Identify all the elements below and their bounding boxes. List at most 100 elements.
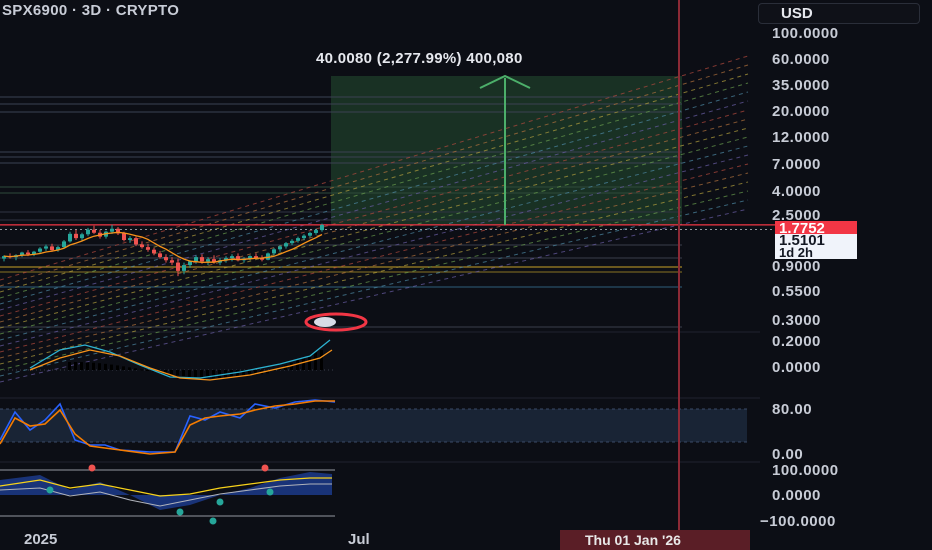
- macd-histogram-bar: [98, 363, 101, 370]
- candle-body: [68, 233, 72, 242]
- osc-signal-dot: [209, 517, 217, 525]
- fan-line: [0, 136, 749, 335]
- osc-axis-label: −100.0000: [760, 513, 836, 530]
- candle-body: [260, 258, 264, 260]
- price-axis-label: 7.0000: [772, 156, 821, 173]
- osc-signal-line: [0, 477, 332, 497]
- macd-histogram-bar: [146, 370, 149, 371]
- price-axis-label: 0.9000: [772, 258, 821, 275]
- candle-body: [200, 257, 204, 262]
- fan-line: [0, 190, 749, 371]
- d-line: [0, 400, 335, 455]
- candle-body: [110, 228, 114, 232]
- fan-line: [0, 91, 749, 305]
- macd-histogram-bar: [110, 364, 113, 370]
- fan-line: [0, 109, 749, 317]
- macd-axis-label: 0.2000: [772, 333, 821, 350]
- us-flag-icon: [314, 317, 336, 327]
- measure-label: 40.0080 (2,277.99%) 400,080: [316, 50, 523, 67]
- candle-body: [32, 251, 36, 255]
- macd-histogram-bar: [80, 362, 83, 370]
- macd-histogram-bar: [104, 363, 107, 370]
- fan-line: [0, 181, 749, 365]
- osc-signal-dot: [216, 498, 224, 506]
- currency-button[interactable]: USD: [758, 3, 920, 24]
- macd-histogram-bar: [206, 370, 209, 378]
- candle-body: [74, 233, 78, 239]
- candle-body: [284, 243, 288, 247]
- fan-line: [0, 172, 749, 359]
- osc-signal-dot: [261, 464, 269, 472]
- fan-line: [0, 100, 749, 311]
- candle-body: [254, 256, 258, 259]
- macd-axis-label: 0.0000: [772, 359, 821, 376]
- macd-histogram-bar: [200, 370, 203, 378]
- macd-histogram-bar: [194, 370, 197, 378]
- rsi-axis-label: 80.00: [772, 401, 813, 418]
- fan-line: [0, 82, 749, 299]
- macd-histogram-bar: [128, 367, 131, 370]
- candle-body: [308, 232, 312, 236]
- macd-histogram-bar: [86, 362, 89, 370]
- price-axis-label: 2.5000: [772, 207, 821, 224]
- macd-histogram-bar: [320, 349, 323, 370]
- candle-body: [212, 259, 216, 263]
- candle-body: [80, 234, 84, 239]
- macd-histogram-bar: [170, 370, 173, 375]
- candle-body: [44, 246, 48, 249]
- fan-line: [0, 64, 749, 287]
- macd-histogram-bar: [296, 360, 299, 370]
- candle-body: [290, 240, 294, 244]
- candle-body: [266, 253, 270, 260]
- macd-histogram-bar: [176, 370, 179, 376]
- fan-line: [0, 145, 749, 341]
- macd-histogram-bar: [308, 354, 311, 370]
- macd-histogram-bar: [314, 352, 317, 370]
- macd-histogram-bar: [74, 362, 77, 370]
- osc-axis-label: 0.0000: [772, 487, 821, 504]
- price-axis-label: 100.0000: [772, 25, 839, 42]
- price-axis-label: 0.5500: [772, 283, 821, 300]
- candle-body: [146, 247, 150, 250]
- candle-body: [140, 244, 144, 248]
- candle-body: [188, 261, 192, 266]
- fan-line: [0, 73, 749, 293]
- fan-line: [0, 127, 749, 329]
- candle-body: [38, 248, 42, 252]
- rsi-band: [0, 409, 747, 442]
- macd-histogram-bar: [248, 370, 251, 376]
- candle-body: [314, 230, 318, 233]
- candle-body: [224, 258, 228, 261]
- macd-histogram-bar: [182, 370, 185, 377]
- macd-histogram-bar: [68, 362, 71, 370]
- macd-histogram-bar: [218, 370, 221, 378]
- candle-body: [278, 246, 282, 250]
- candle-body: [206, 259, 210, 262]
- osc-signal-dot: [266, 488, 274, 496]
- osc-signal-dot: [46, 486, 54, 494]
- macd-line: [29, 339, 331, 379]
- osc-signal-dot: [88, 464, 96, 472]
- macd-histogram-bar: [254, 370, 257, 376]
- candle-body: [302, 235, 306, 239]
- candle-body: [320, 224, 324, 231]
- candle-body: [50, 246, 54, 251]
- macd-histogram-bar: [302, 357, 305, 370]
- candle-body: [170, 260, 174, 263]
- macd-histogram-bar: [212, 370, 215, 378]
- candle-body: [272, 249, 276, 254]
- candle-body: [92, 229, 96, 233]
- macd-histogram-bar: [242, 370, 245, 377]
- symbol-title[interactable]: SPX6900 · 3D · CRYPTO: [2, 2, 180, 19]
- event-marker-ring: [304, 312, 368, 332]
- osc-axis-label: 100.0000: [772, 462, 839, 479]
- macd-histogram-bar: [122, 366, 125, 370]
- fan-line: [0, 199, 749, 377]
- candle-body: [20, 252, 24, 256]
- price-axis-label: 35.0000: [772, 77, 830, 94]
- candle-body: [26, 252, 30, 255]
- bar-countdown-tag: 1d 2h: [775, 246, 857, 259]
- candle-body: [296, 238, 300, 241]
- macd-histogram-bar: [272, 370, 275, 371]
